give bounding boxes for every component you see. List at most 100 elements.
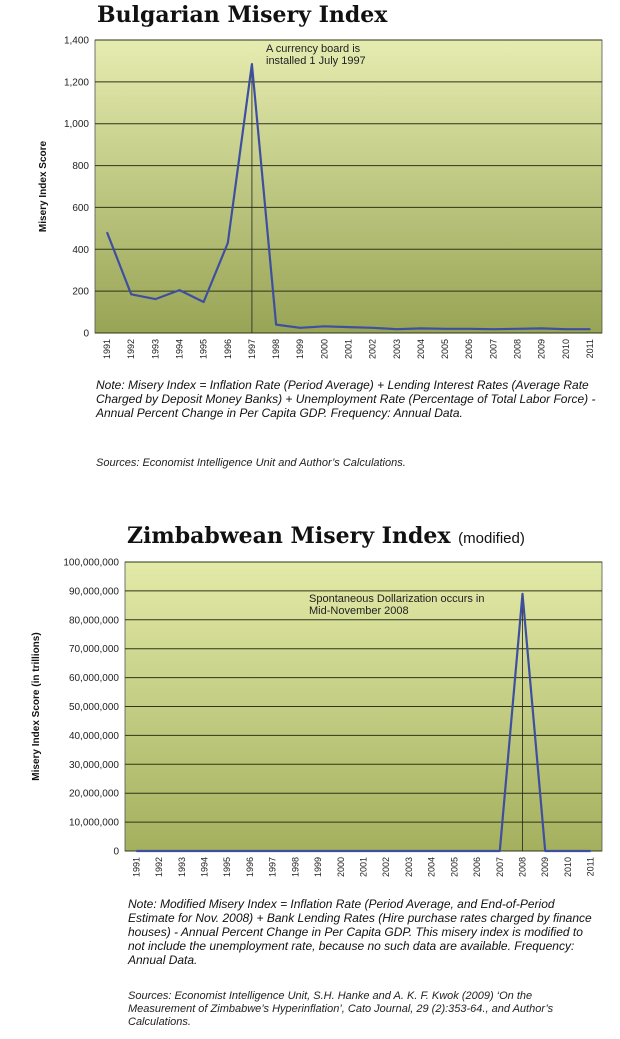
data-point [339,850,342,852]
x-tick-label: 2003 [392,339,402,359]
y-tick-label: 100,000,000 [63,558,119,569]
annotation-text: installed 1 July 1997 [266,55,366,67]
x-tick-label: 2001 [344,339,354,359]
x-tick-label: 2010 [563,857,573,877]
data-point [106,231,108,234]
x-tick-label: 1996 [223,339,233,359]
x-tick-label: 1999 [295,339,305,359]
zimbabwe-note: Note: Modified Misery Index = Inflation … [128,897,592,967]
x-tick-label: 2005 [449,857,459,877]
data-point [395,328,398,331]
data-point [323,325,326,328]
y-tick-label: 70,000,000 [69,644,119,655]
y-tick-label: 50,000,000 [69,702,119,713]
data-point [275,323,277,326]
data-point [492,328,495,331]
y-tick-label: 90,000,000 [69,586,119,597]
data-point [294,850,297,852]
annotation-text: Mid-November 2008 [309,605,409,617]
x-tick-label: 2008 [518,857,528,877]
data-point [299,326,302,329]
data-point [498,850,501,852]
data-point [589,850,592,852]
y-tick-label: 1,000 [64,119,89,130]
x-tick-label: 1994 [175,339,185,359]
x-tick-label: 1993 [177,857,187,877]
data-point [249,850,251,852]
x-tick-label: 2005 [440,339,450,359]
x-tick-label: 2000 [319,339,329,359]
x-tick-label: 1995 [222,857,232,877]
data-point [226,242,229,244]
chart-title-zimbabwe: Zimbabwean Misery Index (modified) [127,523,525,549]
x-tick-label: 2011 [585,339,595,358]
data-point [362,850,365,852]
data-point [154,298,157,300]
data-point [271,850,274,852]
y-tick-label: 20,000,000 [69,789,119,800]
data-point [347,326,350,328]
x-tick-label: 1995 [199,339,209,359]
data-point [468,328,471,330]
data-point [251,63,253,65]
x-tick-label: 2011 [586,857,596,876]
chart-title-bulgaria: Bulgarian Misery Index [97,2,388,28]
data-point [385,850,388,852]
data-point [430,850,433,852]
zimbabwe-sources: Sources: Economist Intelligence Unit, S.… [128,990,554,1028]
y-tick-label: 40,000,000 [69,731,119,742]
x-tick-label: 2009 [537,339,547,359]
x-tick-label: 2007 [488,339,498,359]
x-tick-label: 2008 [513,339,523,359]
y-tick-label: 400 [72,245,89,256]
data-point [516,328,519,330]
x-tick-label: 1992 [154,857,164,877]
bulgaria-note: Note: Misery Index = Inflation Rate (Per… [96,378,596,420]
data-point [408,850,410,852]
x-tick-label: 2006 [464,339,474,359]
data-point [226,850,229,852]
y-tick-label: 1,400 [64,36,89,47]
data-point [158,850,160,852]
data-point [178,289,181,291]
y-tick-label: 600 [72,203,89,214]
x-tick-label: 1994 [200,857,210,877]
x-tick-label: 2004 [416,339,426,359]
data-point [521,592,524,595]
x-tick-label: 2010 [561,339,571,359]
y-tick-label: 80,000,000 [69,615,119,626]
data-point [444,328,446,330]
zimbabwe-chart: 0 10,000,000 20,000,000 30,000,000 40,000,00… [31,558,603,877]
x-tick-label: 1998 [290,857,300,877]
x-tick-label: 2009 [540,857,550,877]
y-tick-label: 60,000,000 [69,673,119,684]
bulgaria-chart: 0 200 400 600 800 1,000 1,200 1,400 1991 1992 1993… [38,36,603,359]
data-point [180,850,183,852]
y-tick-label: 0 [83,329,89,340]
y-tick-label: 0 [113,847,119,858]
data-point [589,328,591,331]
x-tick-label: 1991 [102,339,112,359]
x-tick-label: 2007 [495,857,505,877]
data-point [540,327,543,330]
y-tick-label: 800 [72,161,89,172]
x-tick-label: 1998 [271,339,281,359]
x-tick-label: 2003 [404,857,414,877]
data-point [453,850,456,852]
y-axis-label: Misery Index Score [38,140,49,232]
annotation-text: A currency board is [266,43,361,55]
plot-area [94,39,603,334]
y-tick-label: 10,000,000 [69,818,119,829]
data-point [135,850,138,852]
data-point [130,293,133,296]
x-tick-label: 2006 [472,857,482,877]
data-point [202,301,205,303]
x-tick-label: 2001 [359,857,369,877]
data-point [564,328,567,331]
x-tick-label: 2000 [336,857,346,877]
y-tick-label: 1,200 [64,77,89,88]
y-axis-label: Misery Index Score (in trillions) [31,632,42,780]
data-point [476,850,478,852]
x-tick-label: 1993 [150,339,160,359]
x-tick-label: 1996 [245,857,255,877]
